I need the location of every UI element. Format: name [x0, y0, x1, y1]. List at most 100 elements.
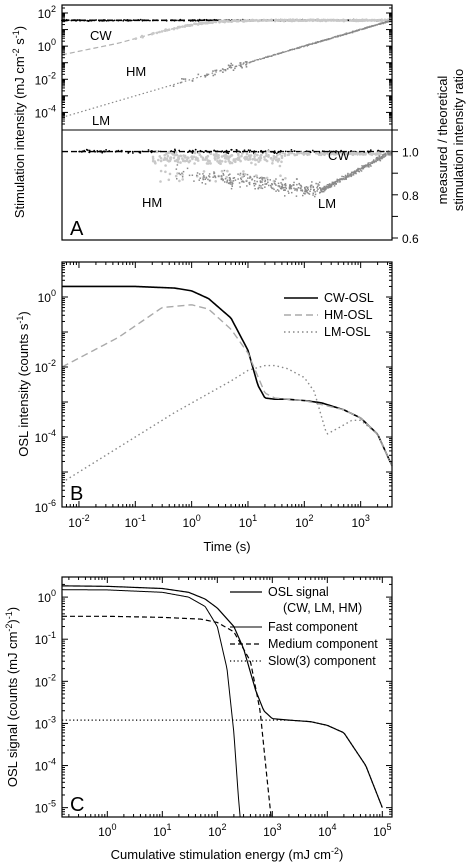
- lm-ratio-point: [254, 188, 256, 190]
- lm-intensity-point: [291, 48, 293, 51]
- lm-ratio-point: [341, 175, 343, 178]
- cw-intensity-point: [95, 19, 97, 21]
- cw-ratio-point: [222, 151, 225, 154]
- cw-ratio-point: [159, 150, 162, 153]
- hm-intensity-point: [326, 18, 330, 22]
- hm-ratio-point: [178, 179, 181, 183]
- lm-ratio-point: [367, 163, 369, 165]
- cw-intensity-point: [198, 18, 201, 21]
- hm-ratio-point: [174, 151, 178, 154]
- hm-ratio-point: [191, 156, 194, 160]
- lm-ratio-point: [321, 187, 323, 190]
- hm-ratio-point: [336, 152, 339, 156]
- hm-ratio-point: [216, 157, 219, 160]
- hm-intensity-point: [158, 30, 161, 34]
- lm-intensity-point: [365, 27, 367, 29]
- cw-intensity-point: [88, 19, 91, 22]
- cw-intensity-point: [70, 19, 73, 22]
- cw-ratio-point: [153, 150, 156, 153]
- lm-intensity-point: [385, 21, 387, 23]
- cw-ratio-point: [120, 150, 123, 153]
- hm-ratio-point: [240, 154, 243, 158]
- hm-ratio-point: [280, 160, 283, 164]
- cw-intensity-point: [208, 19, 211, 22]
- lm-intensity-point: [263, 57, 265, 59]
- lm-ratio-point: [291, 191, 293, 194]
- lm-ratio-point: [295, 188, 297, 190]
- lm-ratio-point: [313, 189, 315, 191]
- series-medium-component: [62, 615, 272, 818]
- lm-ratio-point: [329, 184, 331, 186]
- cw-ratio-point: [149, 150, 152, 153]
- lm-ratio-point: [331, 183, 333, 185]
- panel-c-y-tick-label-2-base: 10: [35, 675, 49, 689]
- cw-ratio-point: [208, 151, 211, 154]
- hm-intensity-point: [316, 19, 319, 22]
- lm-ratio-point: [231, 185, 233, 187]
- hm-intensity-point: [223, 19, 227, 23]
- lm-intensity-point: [241, 66, 243, 69]
- hm-ratio-point: [329, 152, 332, 155]
- hm-intensity-point: [225, 19, 229, 23]
- hm-ratio-point: [255, 158, 259, 162]
- cw-ratio-point: [261, 151, 264, 154]
- lm-intensity-point: [232, 69, 235, 71]
- lm-ratio-point: [327, 187, 329, 189]
- lm-intensity-point: [346, 32, 348, 35]
- lm-ratio-point: [384, 155, 386, 158]
- cw-ratio-point: [272, 151, 275, 154]
- lm-intensity-point: [372, 25, 374, 27]
- cw-ratio-point: [309, 151, 312, 154]
- lm-ratio-point: [354, 172, 356, 174]
- lm-ratio-point: [342, 178, 344, 180]
- hm-intensity-point: [199, 21, 203, 25]
- hm-ratio-point: [159, 157, 163, 160]
- hm-ratio-point: [159, 180, 162, 183]
- lm-intensity-point: [293, 48, 296, 51]
- cw-intensity-point: [107, 19, 110, 22]
- lm-intensity-point: [356, 29, 358, 31]
- lm-ratio-point: [355, 172, 357, 175]
- hm-intensity-point: [276, 19, 280, 22]
- lm-intensity-point: [234, 67, 236, 70]
- hm-intensity-point: [206, 21, 210, 24]
- cw-intensity-point: [171, 19, 173, 21]
- lm-ratio-point: [380, 156, 382, 159]
- lm-ratio-point: [290, 187, 293, 190]
- lm-ratio-point: [363, 166, 365, 169]
- hm-intensity-point: [332, 19, 336, 22]
- hm-intensity-point: [366, 19, 369, 22]
- lm-ratio-point: [267, 181, 269, 183]
- lm-ratio-point: [234, 179, 237, 181]
- cw-ratio-point: [279, 151, 282, 153]
- panel-c-y-tick-label-4: 10-4: [35, 757, 56, 774]
- lm-ratio-point: [289, 184, 291, 186]
- hm-intensity-point: [330, 19, 333, 22]
- hm-ratio-point: [241, 152, 244, 155]
- hm-intensity-point: [283, 18, 286, 22]
- lm-intensity-point: [328, 38, 330, 40]
- lm-ratio-point: [261, 181, 263, 183]
- lm-ratio-point: [204, 183, 207, 185]
- lm-intensity-point: [382, 22, 384, 24]
- hm-ratio-point: [193, 162, 196, 165]
- lm-intensity-point: [303, 45, 305, 48]
- hm-ratio-point: [332, 153, 335, 156]
- lm-intensity-point: [312, 42, 314, 44]
- lm-ratio-point: [281, 186, 284, 189]
- hm-ratio-point: [348, 152, 351, 155]
- panel-b-x-tick-label-2: 100: [182, 513, 200, 530]
- lm-ratio-point: [339, 178, 341, 180]
- hm-ratio-point: [186, 156, 189, 159]
- panel-c-y-tick-label-5: 10-5: [35, 799, 56, 816]
- legend-label-medium: Medium component: [268, 637, 378, 651]
- lm-ratio-point: [296, 178, 298, 180]
- hm-ratio-point: [265, 176, 269, 180]
- cw-ratio-point: [311, 149, 314, 152]
- lm-ratio-point: [261, 179, 264, 181]
- panel-a-frame: [61, 4, 393, 241]
- lm-intensity-point: [362, 28, 365, 30]
- lm-intensity-point: [311, 43, 313, 45]
- cw-intensity-point: [67, 19, 70, 22]
- cw-ratio-point: [178, 149, 181, 152]
